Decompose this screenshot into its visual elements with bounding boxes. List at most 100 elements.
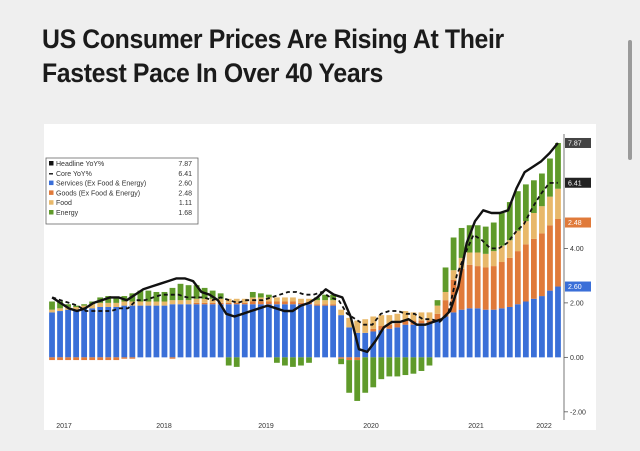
bar-energy bbox=[153, 291, 160, 302]
legend-value: 2.48 bbox=[178, 190, 192, 197]
bar-food bbox=[193, 298, 200, 303]
bar-energy bbox=[346, 360, 353, 393]
bar-food bbox=[450, 270, 457, 280]
bar-goods bbox=[386, 324, 393, 329]
bar-goods bbox=[298, 302, 304, 305]
bar-energy bbox=[225, 357, 232, 366]
bar-goods bbox=[225, 302, 232, 305]
bar-energy bbox=[410, 357, 417, 374]
bar-services bbox=[169, 304, 176, 358]
bar-goods bbox=[555, 218, 561, 287]
x-tick-label: 2017 bbox=[56, 423, 72, 430]
bar-food bbox=[282, 297, 288, 302]
chart-card: 4.00 2.00 0.00 -2.00 2017 2018 2019 2020 2021 202… bbox=[44, 124, 596, 430]
legend-label: Services (Ex Food & Energy) bbox=[56, 181, 146, 188]
bar-goods bbox=[249, 301, 256, 305]
bar-energy bbox=[458, 227, 465, 258]
bar-food bbox=[506, 240, 513, 258]
bar-food bbox=[386, 315, 393, 325]
bar-food bbox=[185, 300, 192, 305]
bars-layer bbox=[49, 142, 561, 401]
legend-swatch bbox=[49, 180, 54, 186]
bar-energy bbox=[105, 296, 112, 303]
bar-services bbox=[314, 305, 320, 358]
bar-energy bbox=[386, 357, 393, 377]
bar-services bbox=[450, 312, 457, 358]
x-tick-label: 2021 bbox=[468, 423, 484, 430]
bar-energy bbox=[233, 357, 240, 367]
bar-energy bbox=[522, 184, 529, 222]
bar-goods bbox=[531, 238, 537, 299]
bar-goods bbox=[506, 257, 513, 307]
bar-goods bbox=[49, 357, 55, 361]
bar-food bbox=[121, 301, 128, 306]
y-tick-label: 0.00 bbox=[570, 355, 584, 362]
bar-services bbox=[338, 315, 345, 358]
legend-label: Headline YoY% bbox=[56, 161, 104, 168]
value-badge-label: 6.41 bbox=[568, 180, 582, 187]
bar-energy bbox=[338, 358, 345, 365]
bar-food bbox=[57, 308, 63, 312]
legend-label: Energy bbox=[56, 210, 79, 217]
bar-food bbox=[378, 315, 385, 327]
page-title: US Consumer Prices Are Rising At Their F… bbox=[42, 24, 504, 88]
bar-services bbox=[290, 304, 296, 358]
bar-services bbox=[217, 304, 224, 358]
bar-food bbox=[306, 298, 312, 303]
bar-energy bbox=[418, 357, 425, 371]
bar-energy bbox=[482, 226, 489, 254]
bar-services bbox=[362, 332, 369, 358]
bar-food bbox=[338, 309, 345, 316]
bar-goods bbox=[265, 301, 272, 305]
bar-energy bbox=[506, 202, 513, 241]
bar-services bbox=[426, 323, 433, 358]
bar-services bbox=[482, 309, 489, 358]
bar-energy bbox=[185, 285, 192, 301]
bar-services bbox=[531, 298, 537, 358]
bar-food bbox=[73, 306, 79, 310]
scrollbar[interactable] bbox=[628, 40, 632, 160]
bar-food bbox=[89, 304, 96, 309]
bar-food bbox=[547, 196, 553, 226]
bar-goods bbox=[209, 302, 216, 305]
bar-energy bbox=[442, 267, 449, 292]
bar-goods bbox=[482, 267, 489, 310]
bar-services bbox=[185, 304, 192, 358]
bar-goods bbox=[514, 251, 521, 305]
bar-services bbox=[378, 330, 385, 358]
bar-services bbox=[402, 324, 409, 358]
bar-services bbox=[555, 286, 561, 358]
bar-goods bbox=[193, 302, 200, 305]
bar-food bbox=[314, 300, 320, 305]
bar-services bbox=[274, 304, 280, 358]
bar-energy bbox=[394, 357, 401, 377]
bar-food bbox=[97, 302, 104, 307]
bar-goods bbox=[241, 302, 248, 305]
bar-services bbox=[129, 305, 136, 358]
bar-energy bbox=[57, 301, 63, 309]
bar-services bbox=[498, 308, 505, 358]
legend-value: 2.60 bbox=[178, 181, 192, 188]
bar-energy bbox=[65, 304, 71, 307]
bar-goods bbox=[346, 357, 353, 361]
bar-energy bbox=[274, 357, 280, 363]
bar-services bbox=[418, 323, 425, 358]
bar-goods bbox=[474, 266, 481, 309]
legend-value: 6.41 bbox=[178, 171, 192, 178]
bar-food bbox=[241, 298, 248, 303]
bar-goods bbox=[394, 323, 401, 328]
legend-swatch bbox=[49, 210, 54, 215]
bar-energy bbox=[531, 180, 537, 213]
bar-energy bbox=[370, 357, 377, 388]
bar-services bbox=[177, 304, 184, 358]
bar-energy bbox=[113, 297, 120, 303]
legend-swatch bbox=[49, 200, 54, 205]
bar-services bbox=[386, 328, 393, 358]
bar-services bbox=[241, 304, 248, 358]
bar-food bbox=[498, 245, 505, 263]
bar-goods bbox=[442, 300, 449, 317]
bar-food bbox=[370, 316, 377, 329]
bar-services bbox=[201, 304, 208, 358]
bar-goods bbox=[257, 301, 264, 305]
legend-swatch bbox=[49, 161, 54, 166]
